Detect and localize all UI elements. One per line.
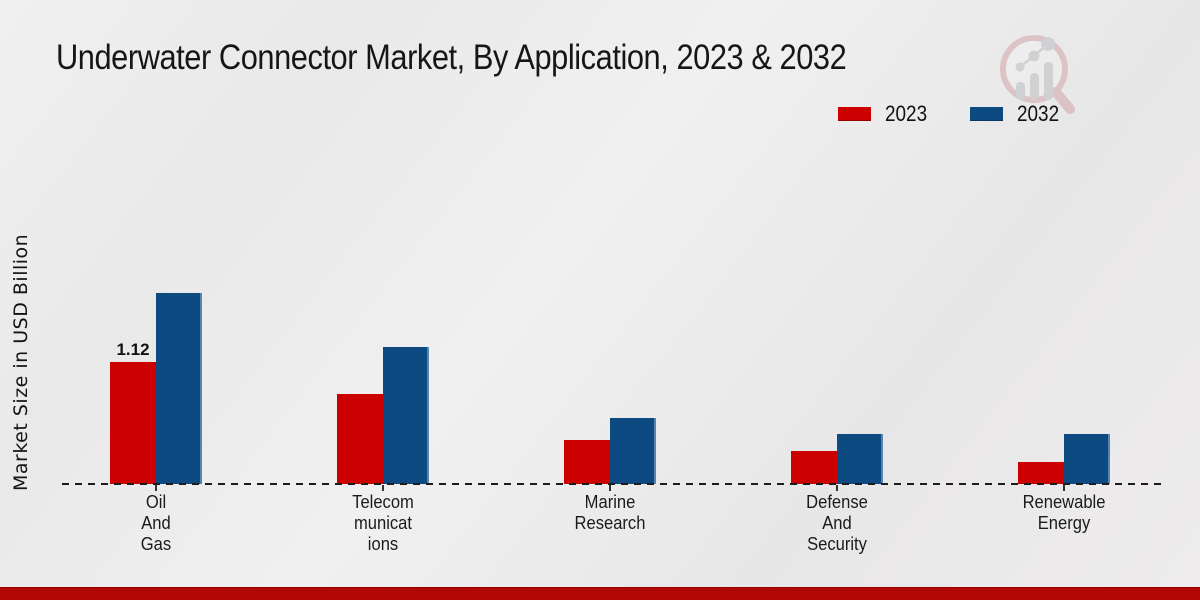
bar-2032-marine-research [610, 418, 656, 484]
legend-label-2023: 2023 [885, 101, 928, 126]
legend-label-2032: 2032 [1016, 101, 1060, 126]
legend: 2023 2032 [838, 101, 1066, 127]
axis-tick [836, 485, 838, 491]
legend-item-2032: 2032 [969, 101, 1066, 127]
axis-tick [1063, 485, 1065, 491]
chart-title: Underwater Connector Market, By Applicat… [56, 38, 847, 77]
bar-2023-renewable-energy [1018, 462, 1064, 484]
bar-2032-telecommunications [383, 347, 429, 484]
bar-2032-oil-and-gas [156, 293, 202, 484]
axis-tick [609, 485, 611, 491]
axis-tick [155, 485, 157, 491]
axis-tick [382, 485, 384, 491]
bar-value-label: 1.12 [116, 340, 150, 359]
category-label-renewable-energy: Renewable Energy [1022, 492, 1106, 533]
legend-item-2023: 2023 [838, 101, 934, 127]
bar-2032-defense-and-security [837, 434, 883, 484]
bar-2023-defense-and-security [791, 451, 837, 484]
legend-swatch-2023 [838, 107, 871, 121]
category-label-marine-research: Marine Research [574, 492, 646, 533]
category-label-defense-and-security: Defense And Security [806, 492, 868, 554]
bar-2023-telecommunications [337, 394, 383, 484]
x-axis-baseline [62, 483, 1162, 485]
category-label-oil-and-gas: Oil And Gas [140, 492, 172, 554]
bar-2023-marine-research [564, 440, 610, 484]
footer-accent-bar [0, 587, 1200, 600]
bar-2023-oil-and-gas [110, 362, 156, 484]
bar-2032-renewable-energy [1064, 434, 1110, 484]
legend-swatch-2032 [969, 107, 1003, 121]
watermark-logo-icon [1000, 35, 1075, 114]
category-label-telecommunications: Telecom municat ions [352, 492, 414, 554]
